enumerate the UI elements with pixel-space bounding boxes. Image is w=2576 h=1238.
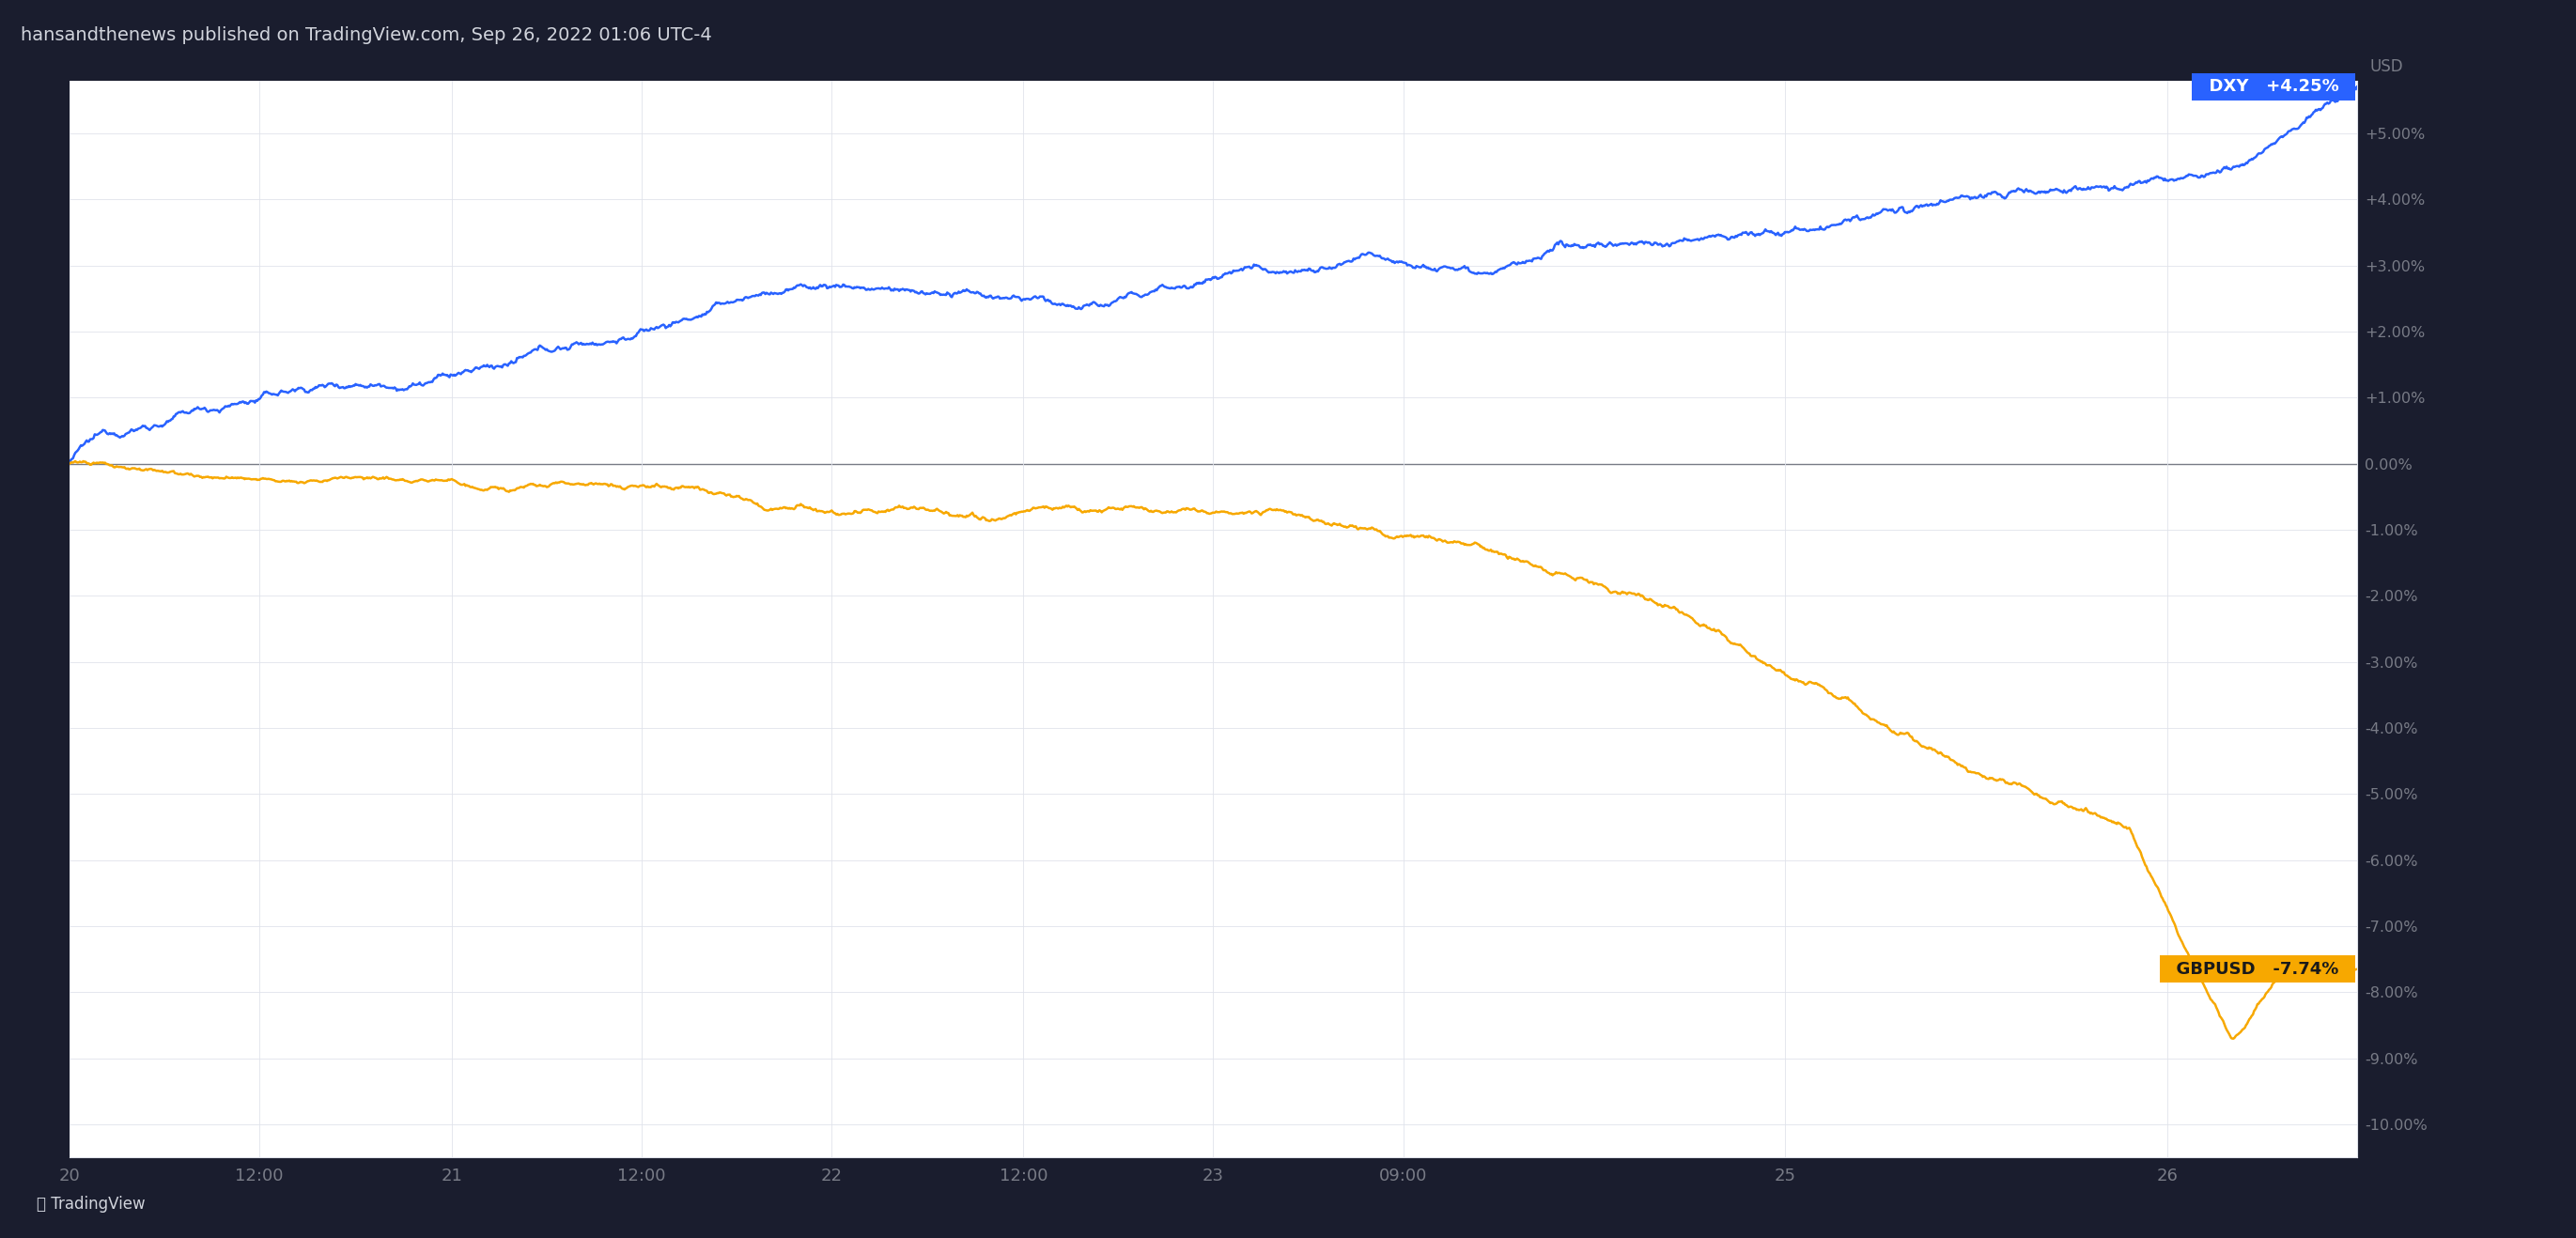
Text: USD: USD bbox=[2370, 58, 2403, 76]
Text: 🔲 TradingView: 🔲 TradingView bbox=[36, 1196, 147, 1213]
Text: DXY   +4.25%: DXY +4.25% bbox=[2197, 78, 2349, 95]
Text: hansandthenews published on TradingView.com, Sep 26, 2022 01:06 UTC-4: hansandthenews published on TradingView.… bbox=[21, 26, 711, 45]
Text: GBPUSD   -7.74%: GBPUSD -7.74% bbox=[2164, 961, 2349, 978]
